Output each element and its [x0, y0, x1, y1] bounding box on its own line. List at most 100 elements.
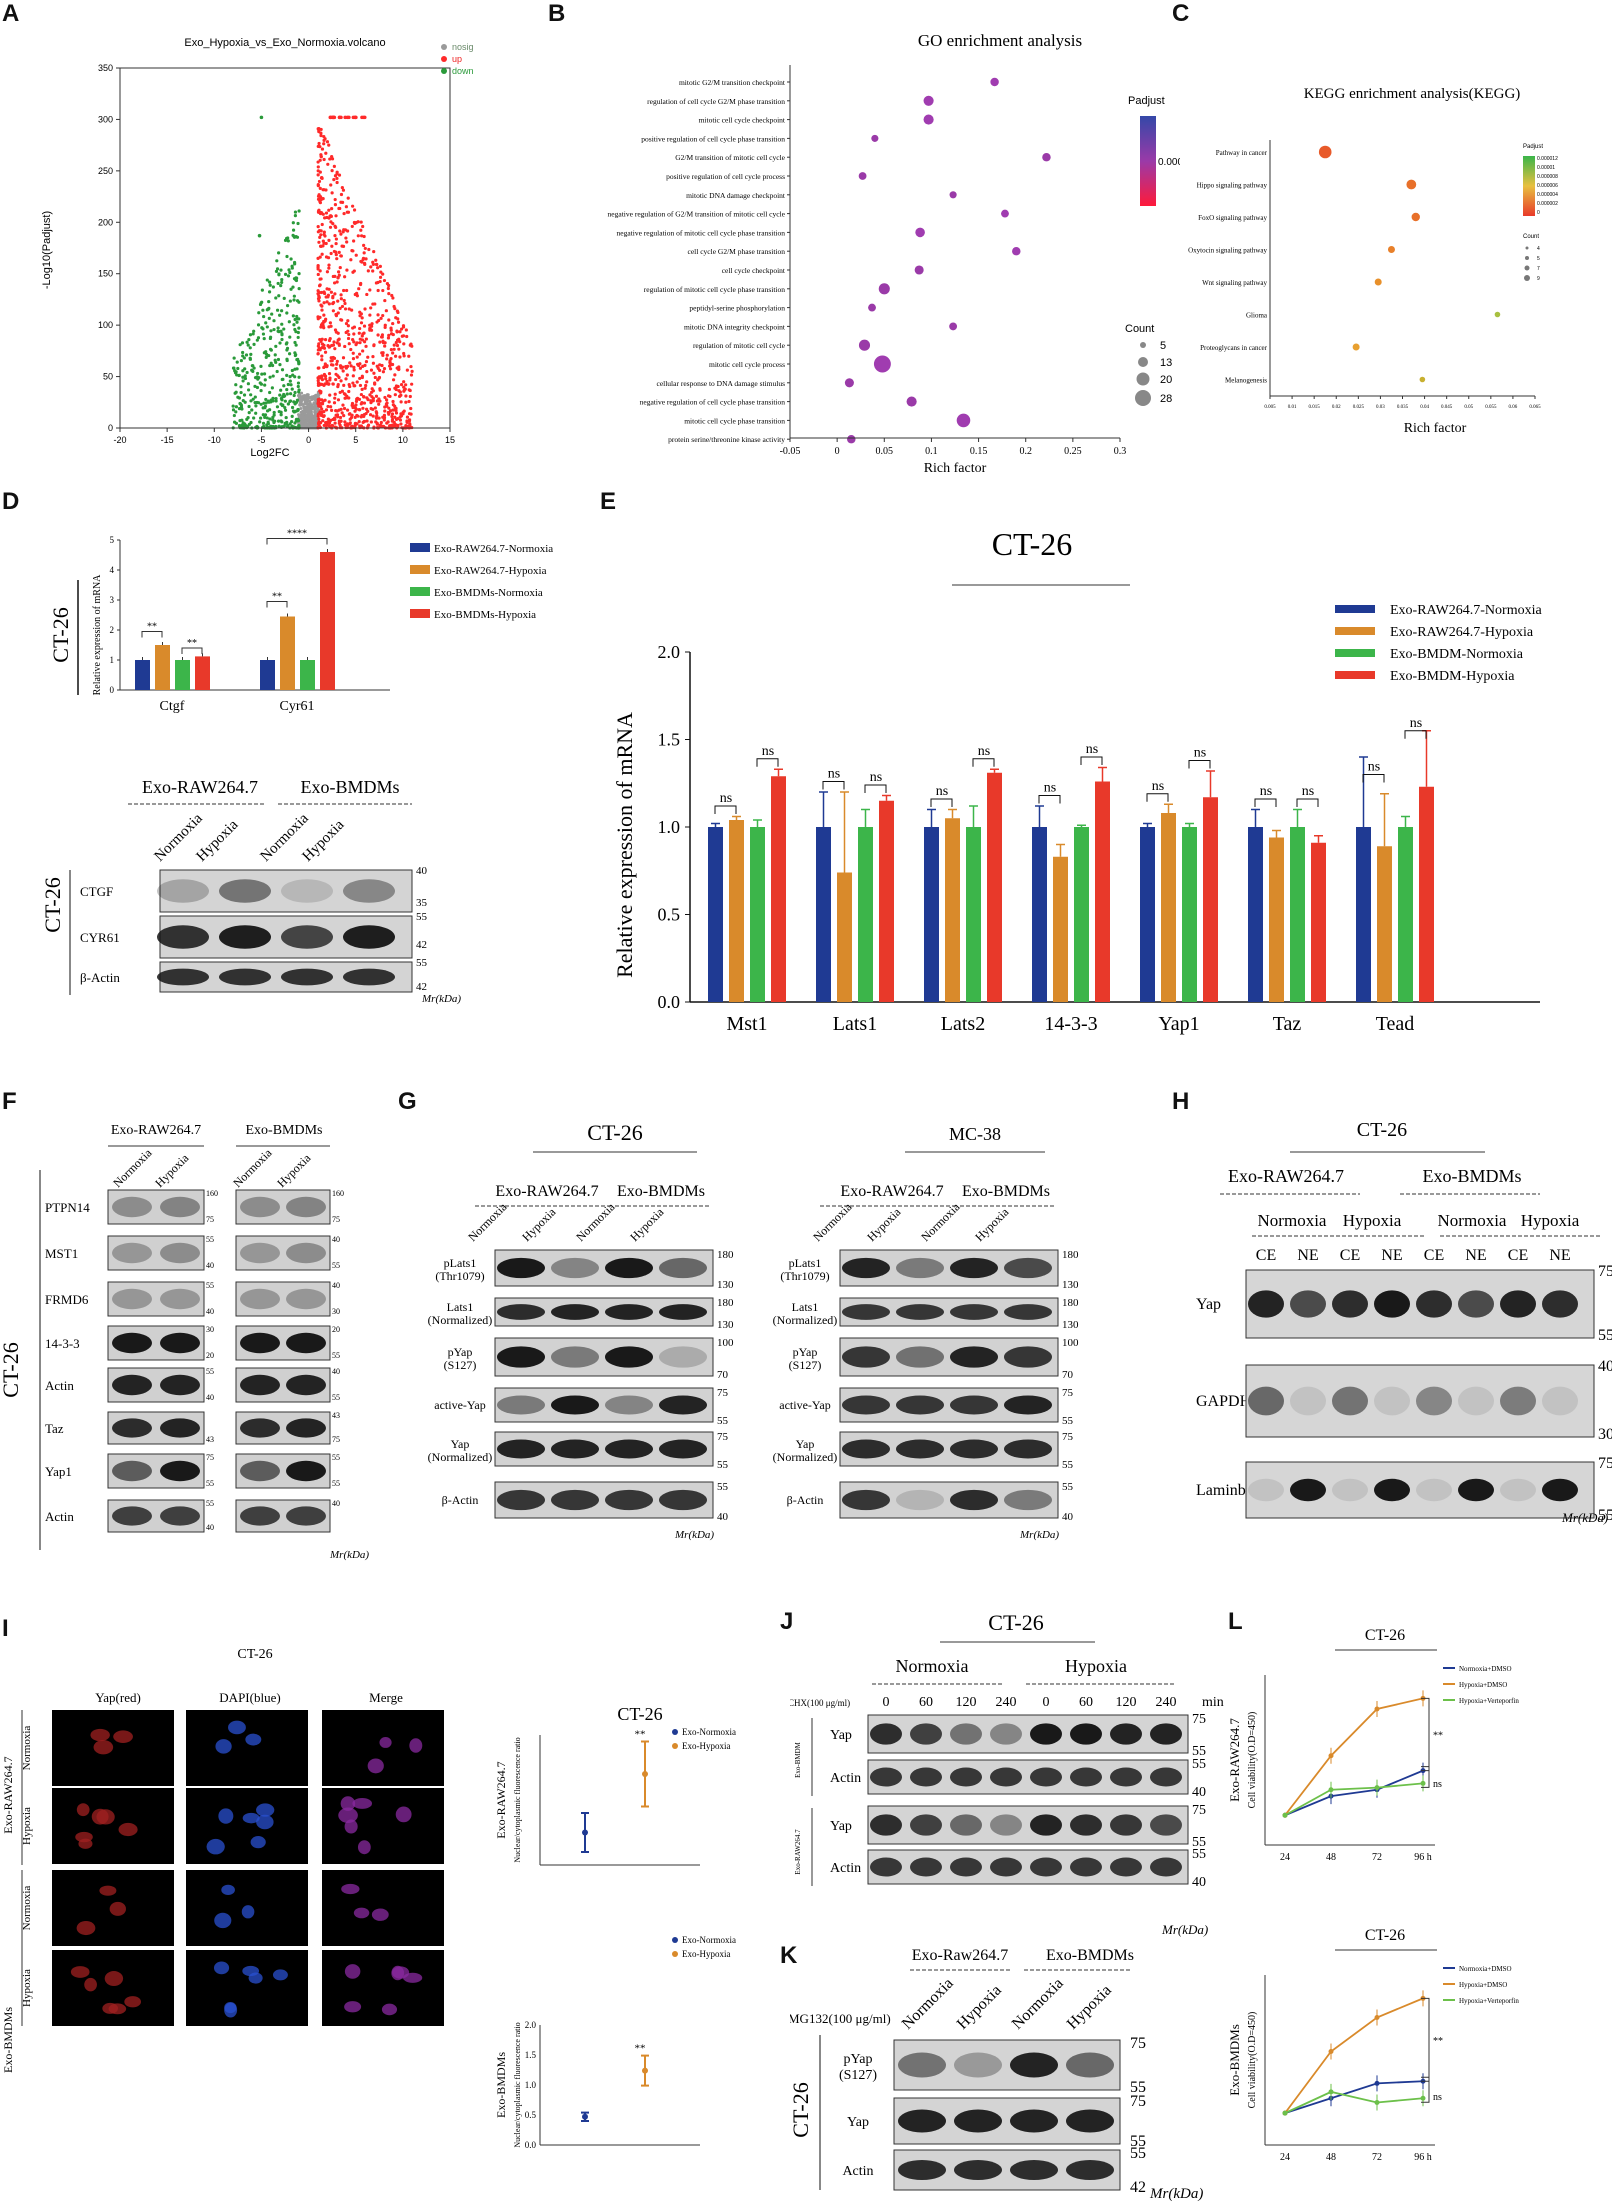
g-unit: Mr(kDa): [1019, 1529, 1059, 1541]
volcano-point-down: [280, 398, 284, 402]
volcano-point-down: [274, 269, 279, 273]
volcano-point-up: [363, 246, 367, 251]
blot-band: [605, 1304, 653, 1320]
volcano-point-up: [345, 229, 350, 233]
volcano-point-up: [327, 238, 331, 242]
i-cell: [242, 1812, 260, 1824]
volcano-point-up: [353, 292, 357, 297]
blot-band: [1416, 1290, 1452, 1318]
volcano-point-up: [329, 405, 333, 409]
volcano-point-nosig: [298, 403, 302, 407]
h-fraction: CE: [1508, 1247, 1528, 1264]
volcano-point-up: [371, 302, 375, 306]
i-cell: [256, 1814, 274, 1830]
volcano-point-up: [317, 366, 321, 370]
i-col-yap: Yap(red): [95, 1690, 141, 1705]
volcano-point-nosig: [306, 413, 310, 417]
d-sig: **: [187, 638, 197, 649]
volcano-point-up: [344, 321, 349, 326]
volcano-point-up: [358, 341, 362, 345]
blot-band: [950, 1395, 998, 1415]
volcano-point-up: [379, 316, 383, 320]
d-ytick: 1: [110, 655, 115, 665]
volcano-point-up: [327, 400, 331, 404]
volcano-point-up: [322, 142, 326, 146]
volcano-point-down: [292, 400, 296, 404]
volcano-point-up: [330, 191, 334, 195]
volcano-point-up: [322, 346, 327, 350]
blot-band: [1458, 1386, 1494, 1416]
volcano-point-up: [405, 415, 410, 419]
e-bar: [1032, 827, 1047, 1002]
k-group-1: Exo-Raw264.7: [912, 1947, 1008, 1964]
i-cell: [371, 1908, 389, 1921]
volcano-point-up: [386, 410, 390, 415]
volcano-point-down: [249, 399, 253, 403]
e-ns: ns: [762, 744, 774, 759]
blot-band: [112, 1242, 152, 1264]
volcano-point-down: [296, 419, 300, 423]
volcano-point-up: [318, 145, 322, 149]
volcano-point-up: [334, 367, 338, 371]
blot-band: [160, 1332, 200, 1354]
e-category-label: Mst1: [726, 1013, 767, 1035]
volcano-point-down: [241, 421, 245, 425]
volcano-point-up: [323, 350, 328, 354]
g-row-label: (S127): [789, 1358, 822, 1372]
blot-band: [842, 1304, 890, 1320]
go-dot: [844, 378, 854, 388]
kegg-count-title: Count: [1523, 234, 1539, 240]
volcano-point-up: [316, 256, 320, 260]
volcano-point-up: [363, 307, 367, 311]
volcano-point-up: [338, 415, 343, 420]
volcano-point-down: [285, 341, 289, 345]
e-legend-item: Exo-BMDM-Hypoxia: [1390, 669, 1515, 684]
volcano-ylabel: -Log10(Padjust): [41, 211, 53, 289]
go-xtick: 0.25: [1064, 446, 1082, 457]
i-cell: [379, 1737, 392, 1748]
volcano-point-up: [316, 379, 320, 383]
volcano-point-up: [316, 127, 320, 131]
volcano-point-up: [401, 325, 406, 329]
volcano-point-down: [245, 370, 249, 375]
volcano-point-down: [265, 416, 269, 420]
e-category-label: Yap1: [1158, 1013, 1199, 1035]
volcano-point-down: [293, 353, 297, 358]
k-lane: Normoxia: [1009, 1975, 1067, 2033]
go-dot: [923, 95, 934, 106]
volcano-point-up: [330, 408, 334, 412]
volcano-point-up: [404, 394, 408, 398]
volcano-point-up: [321, 197, 325, 201]
g-marker: 130: [1062, 1319, 1079, 1331]
j-group: Exo-RAW264.7: [794, 1829, 802, 1875]
blot-band: [286, 1288, 326, 1310]
g-row-label: Yap: [451, 1437, 470, 1451]
go-term-label: cell cycle checkpoint: [722, 266, 786, 275]
d-bar: [195, 656, 210, 690]
volcano-point-down: [262, 372, 267, 376]
l-ylabel: Cell viability(O.D=450): [1247, 2012, 1258, 2109]
j-title: CT-26: [988, 1610, 1043, 1635]
volcano-point-up: [388, 364, 392, 368]
volcano-ytick: 300: [98, 114, 113, 124]
volcano-point-up: [318, 277, 322, 281]
volcano-point-up: [383, 298, 387, 303]
volcano-point-down: [279, 413, 283, 417]
volcano-point-up: [362, 234, 366, 239]
volcano-point-down: [291, 221, 295, 225]
i-group-2: Exo-BMDMs: [1, 2007, 15, 2073]
e-category-label: 14-3-3: [1044, 1013, 1097, 1035]
volcano-point-down: [274, 360, 278, 364]
l-point: [1282, 1812, 1288, 1818]
j-marker: 75: [1192, 1712, 1206, 1727]
volcano-point-up: [358, 314, 362, 318]
blot-band: [551, 1346, 599, 1368]
volcano-point-up: [329, 290, 333, 294]
volcano-point-up: [335, 180, 339, 185]
volcano-point-up: [327, 338, 332, 343]
volcano-point-up: [322, 241, 326, 245]
volcano-point-down: [255, 371, 260, 376]
volcano-ytick: 200: [98, 217, 113, 227]
kegg-term-label: Wnt signaling pathway: [1202, 279, 1267, 287]
